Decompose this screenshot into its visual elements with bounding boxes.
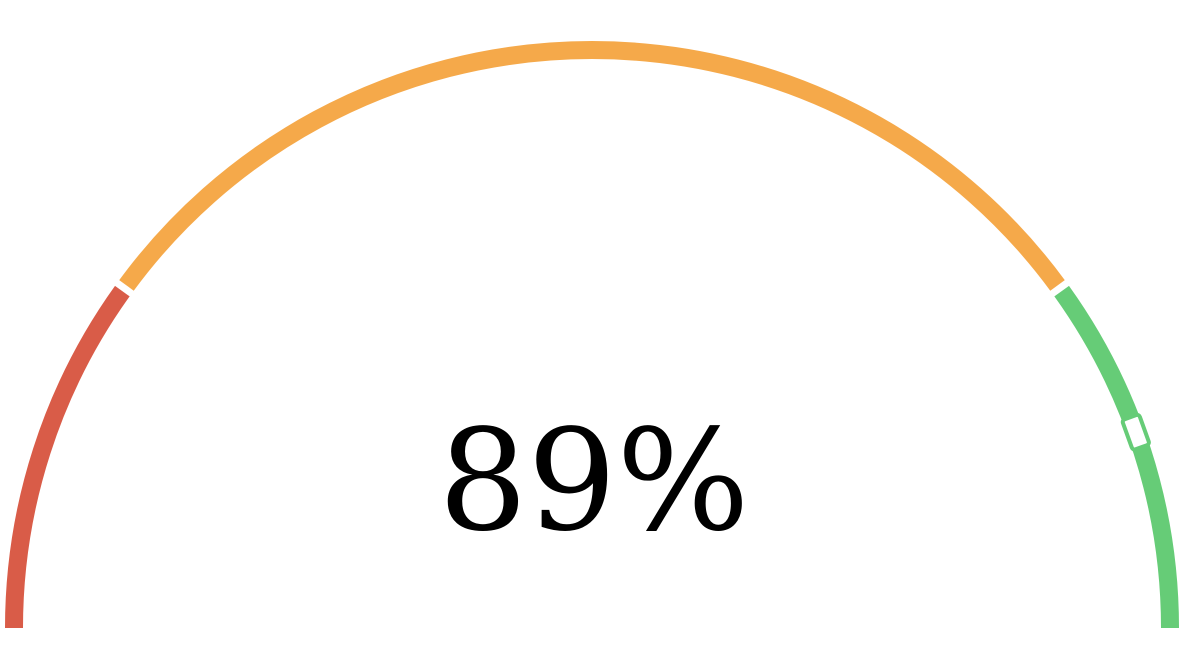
gauge-value-label: 89% [438,400,750,563]
gauge-band-2 [119,41,1065,291]
gauge-band-3 [1054,285,1179,629]
gauge-band-1 [5,285,130,629]
gauge-pointer [1120,412,1151,452]
gauge-pointer-marker [1120,412,1151,452]
